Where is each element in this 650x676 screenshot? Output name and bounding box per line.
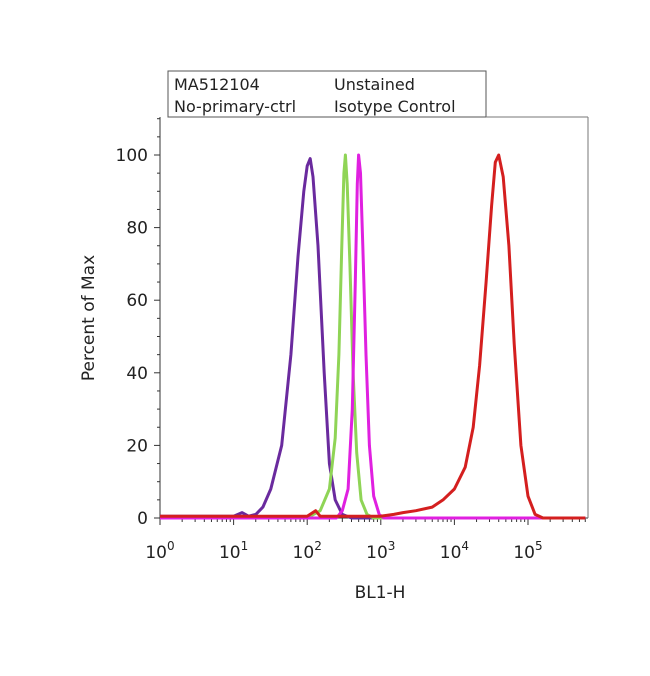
series-line-ma512104 [160,153,586,520]
y-axis-label: Percent of Max [79,255,99,381]
legend-entry-isotype-control: Isotype Control [334,97,456,116]
y-tick-label: 40 [126,364,148,384]
y-tick-label: 0 [137,509,148,529]
x-axis-ticks: 100 101 102 103 104 105 [145,518,586,563]
legend-box [167,70,487,118]
y-tick-label: 80 [126,219,148,239]
y-tick-label: 100 [116,146,148,166]
x-tick-label: 103 [366,539,395,563]
legend: MA512104 Unstained No-primary-ctrl Isoty… [167,70,487,118]
x-tick-label: 100 [145,539,174,563]
x-tick-label: 102 [293,539,322,563]
x-tick-label: 104 [440,539,469,563]
y-tick-label: 60 [126,291,148,311]
x-tick-label: 105 [513,539,542,563]
legend-entry-no-primary-ctrl: No-primary-ctrl [174,97,296,116]
y-tick-label: 20 [126,436,148,456]
legend-entry-unstained: Unstained [334,75,415,94]
x-axis-label: BL1-H [355,583,406,603]
x-tick-label: 101 [219,539,248,563]
series-line-unstained [160,157,586,520]
series-line-no-primary-ctrl [160,153,586,520]
y-axis-ticks: 0 20 40 60 80 100 [116,118,160,529]
series-layer [160,153,586,520]
series-line-isotype-control [160,153,586,520]
legend-entry-ma512104: MA512104 [174,75,260,94]
